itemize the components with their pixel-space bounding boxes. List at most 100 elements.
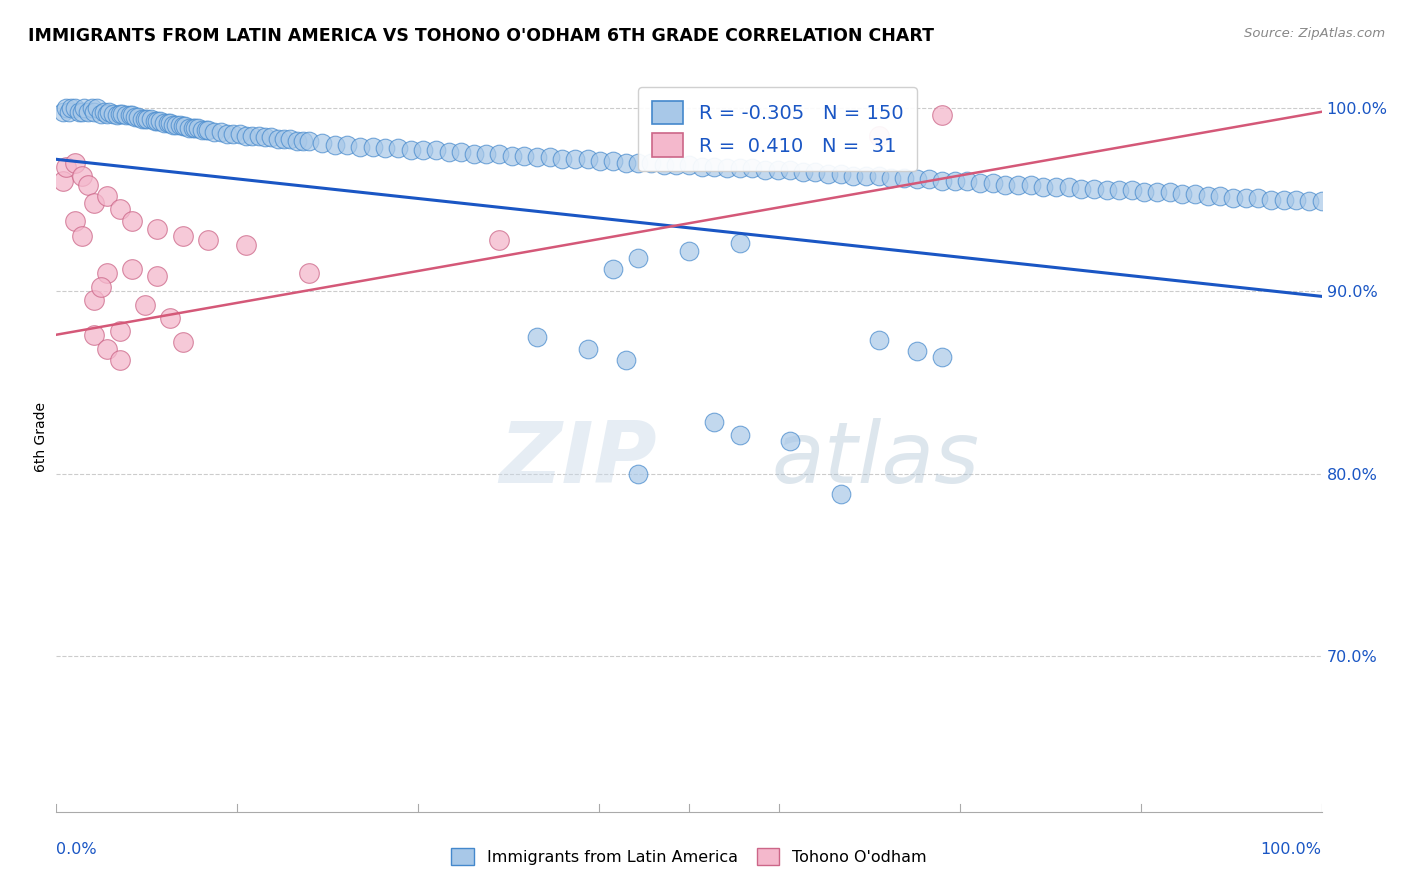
Point — [741, 161, 763, 176]
Point — [55, 160, 77, 174]
Point — [943, 174, 966, 188]
Point — [105, 108, 128, 122]
Point — [589, 154, 612, 169]
Point — [488, 233, 510, 247]
Point — [931, 108, 953, 122]
Point — [124, 110, 146, 124]
Point — [153, 116, 174, 130]
Point — [111, 106, 134, 120]
Point — [146, 269, 169, 284]
Point — [501, 148, 523, 162]
Point — [905, 344, 928, 359]
Point — [127, 110, 149, 124]
Point — [96, 106, 118, 120]
Point — [842, 169, 865, 183]
Point — [76, 104, 98, 119]
Point — [336, 137, 359, 152]
Point — [83, 327, 105, 342]
Point — [76, 178, 98, 192]
Point — [399, 143, 422, 157]
Point — [627, 156, 650, 170]
Point — [893, 170, 915, 185]
Point — [177, 121, 201, 136]
Point — [146, 114, 169, 128]
Point — [703, 160, 725, 174]
Point — [187, 121, 209, 136]
Point — [703, 416, 725, 430]
Point — [103, 106, 124, 120]
Point — [678, 244, 700, 258]
Point — [96, 266, 118, 280]
Point — [880, 170, 903, 185]
Point — [134, 298, 156, 312]
Point — [52, 104, 75, 119]
Text: IMMIGRANTS FROM LATIN AMERICA VS TOHONO O'ODHAM 6TH GRADE CORRELATION CHART: IMMIGRANTS FROM LATIN AMERICA VS TOHONO … — [28, 27, 934, 45]
Point — [209, 125, 232, 139]
Point — [65, 101, 87, 115]
Point — [1197, 189, 1219, 203]
Point — [969, 176, 991, 190]
Point — [96, 189, 118, 203]
Point — [994, 178, 1017, 192]
Point — [311, 136, 333, 150]
Text: 0.0%: 0.0% — [56, 842, 97, 856]
Point — [52, 174, 75, 188]
Point — [918, 172, 941, 186]
Point — [1146, 185, 1168, 199]
Point — [1222, 191, 1244, 205]
Point — [1133, 185, 1156, 199]
Y-axis label: 6th Grade: 6th Grade — [34, 402, 48, 472]
Point — [70, 104, 93, 119]
Point — [273, 132, 295, 146]
Point — [690, 160, 713, 174]
Point — [779, 163, 801, 178]
Text: 100.0%: 100.0% — [1261, 842, 1322, 856]
Point — [868, 333, 890, 347]
Point — [159, 116, 181, 130]
Point — [181, 121, 204, 136]
Point — [55, 101, 77, 115]
Point — [1045, 179, 1067, 194]
Point — [278, 132, 301, 146]
Point — [202, 125, 225, 139]
Point — [349, 139, 371, 153]
Point — [141, 112, 162, 127]
Point — [1247, 191, 1270, 205]
Point — [576, 153, 599, 167]
Point — [804, 165, 827, 179]
Point — [184, 121, 207, 136]
Point — [121, 262, 143, 277]
Point — [292, 134, 315, 148]
Point — [652, 158, 675, 172]
Point — [197, 233, 219, 247]
Point — [576, 343, 599, 357]
Point — [136, 112, 159, 127]
Point — [614, 156, 637, 170]
Point — [1095, 183, 1118, 197]
Point — [159, 311, 181, 326]
Point — [253, 130, 276, 145]
Point — [602, 154, 624, 169]
Point — [387, 141, 409, 155]
Point — [298, 266, 321, 280]
Point — [156, 116, 179, 130]
Point — [73, 101, 96, 115]
Point — [931, 350, 953, 364]
Point — [779, 434, 801, 448]
Point — [551, 153, 574, 167]
Point — [266, 132, 290, 146]
Point — [1032, 179, 1054, 194]
Point — [1260, 193, 1282, 207]
Point — [58, 104, 80, 119]
Point — [817, 167, 839, 181]
Point — [412, 143, 434, 157]
Point — [70, 229, 93, 244]
Point — [1057, 179, 1080, 194]
Point — [475, 146, 498, 161]
Text: ZIP: ZIP — [499, 418, 657, 501]
Point — [323, 137, 346, 152]
Point — [678, 158, 700, 172]
Point — [83, 196, 105, 211]
Point — [143, 114, 166, 128]
Point — [956, 174, 979, 188]
